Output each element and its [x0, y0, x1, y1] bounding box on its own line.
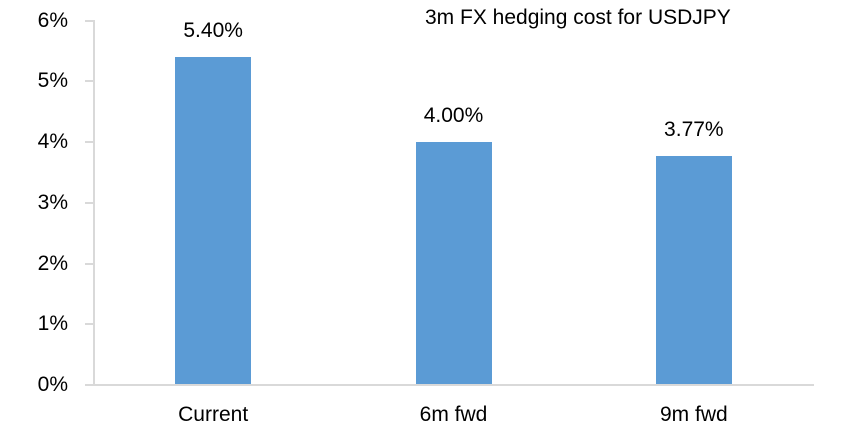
y-tick-label: 0% [37, 373, 68, 396]
bar-value-label: 4.00% [423, 104, 484, 127]
y-tick [85, 141, 93, 143]
x-category-label: 9m fwd [659, 403, 728, 426]
y-tick-label: 6% [37, 8, 68, 32]
x-axis-line [93, 384, 814, 386]
bar [175, 56, 252, 384]
y-tick-label: 4% [37, 130, 68, 153]
y-tick [85, 19, 93, 22]
y-tick-label: 3% [37, 190, 68, 214]
y-tick [85, 384, 93, 386]
y-tick-label: 5% [37, 69, 68, 93]
y-tick [85, 80, 93, 83]
x-category-label: Current [178, 403, 249, 426]
bar [415, 142, 492, 384]
bar-value-label: 3.77% [664, 117, 724, 141]
x-category-label: 6m fwd [419, 403, 488, 426]
chart-title: 3m FX hedging cost for USDJPY [425, 6, 731, 29]
y-tick-label: 2% [37, 251, 68, 275]
y-tick [85, 201, 93, 204]
y-tick-label: 1% [37, 312, 68, 336]
y-tick [85, 262, 93, 265]
bar-value-label: 5.40% [183, 18, 243, 42]
y-tick [85, 323, 93, 326]
y-axis-line [93, 19, 95, 386]
bar [655, 155, 732, 384]
